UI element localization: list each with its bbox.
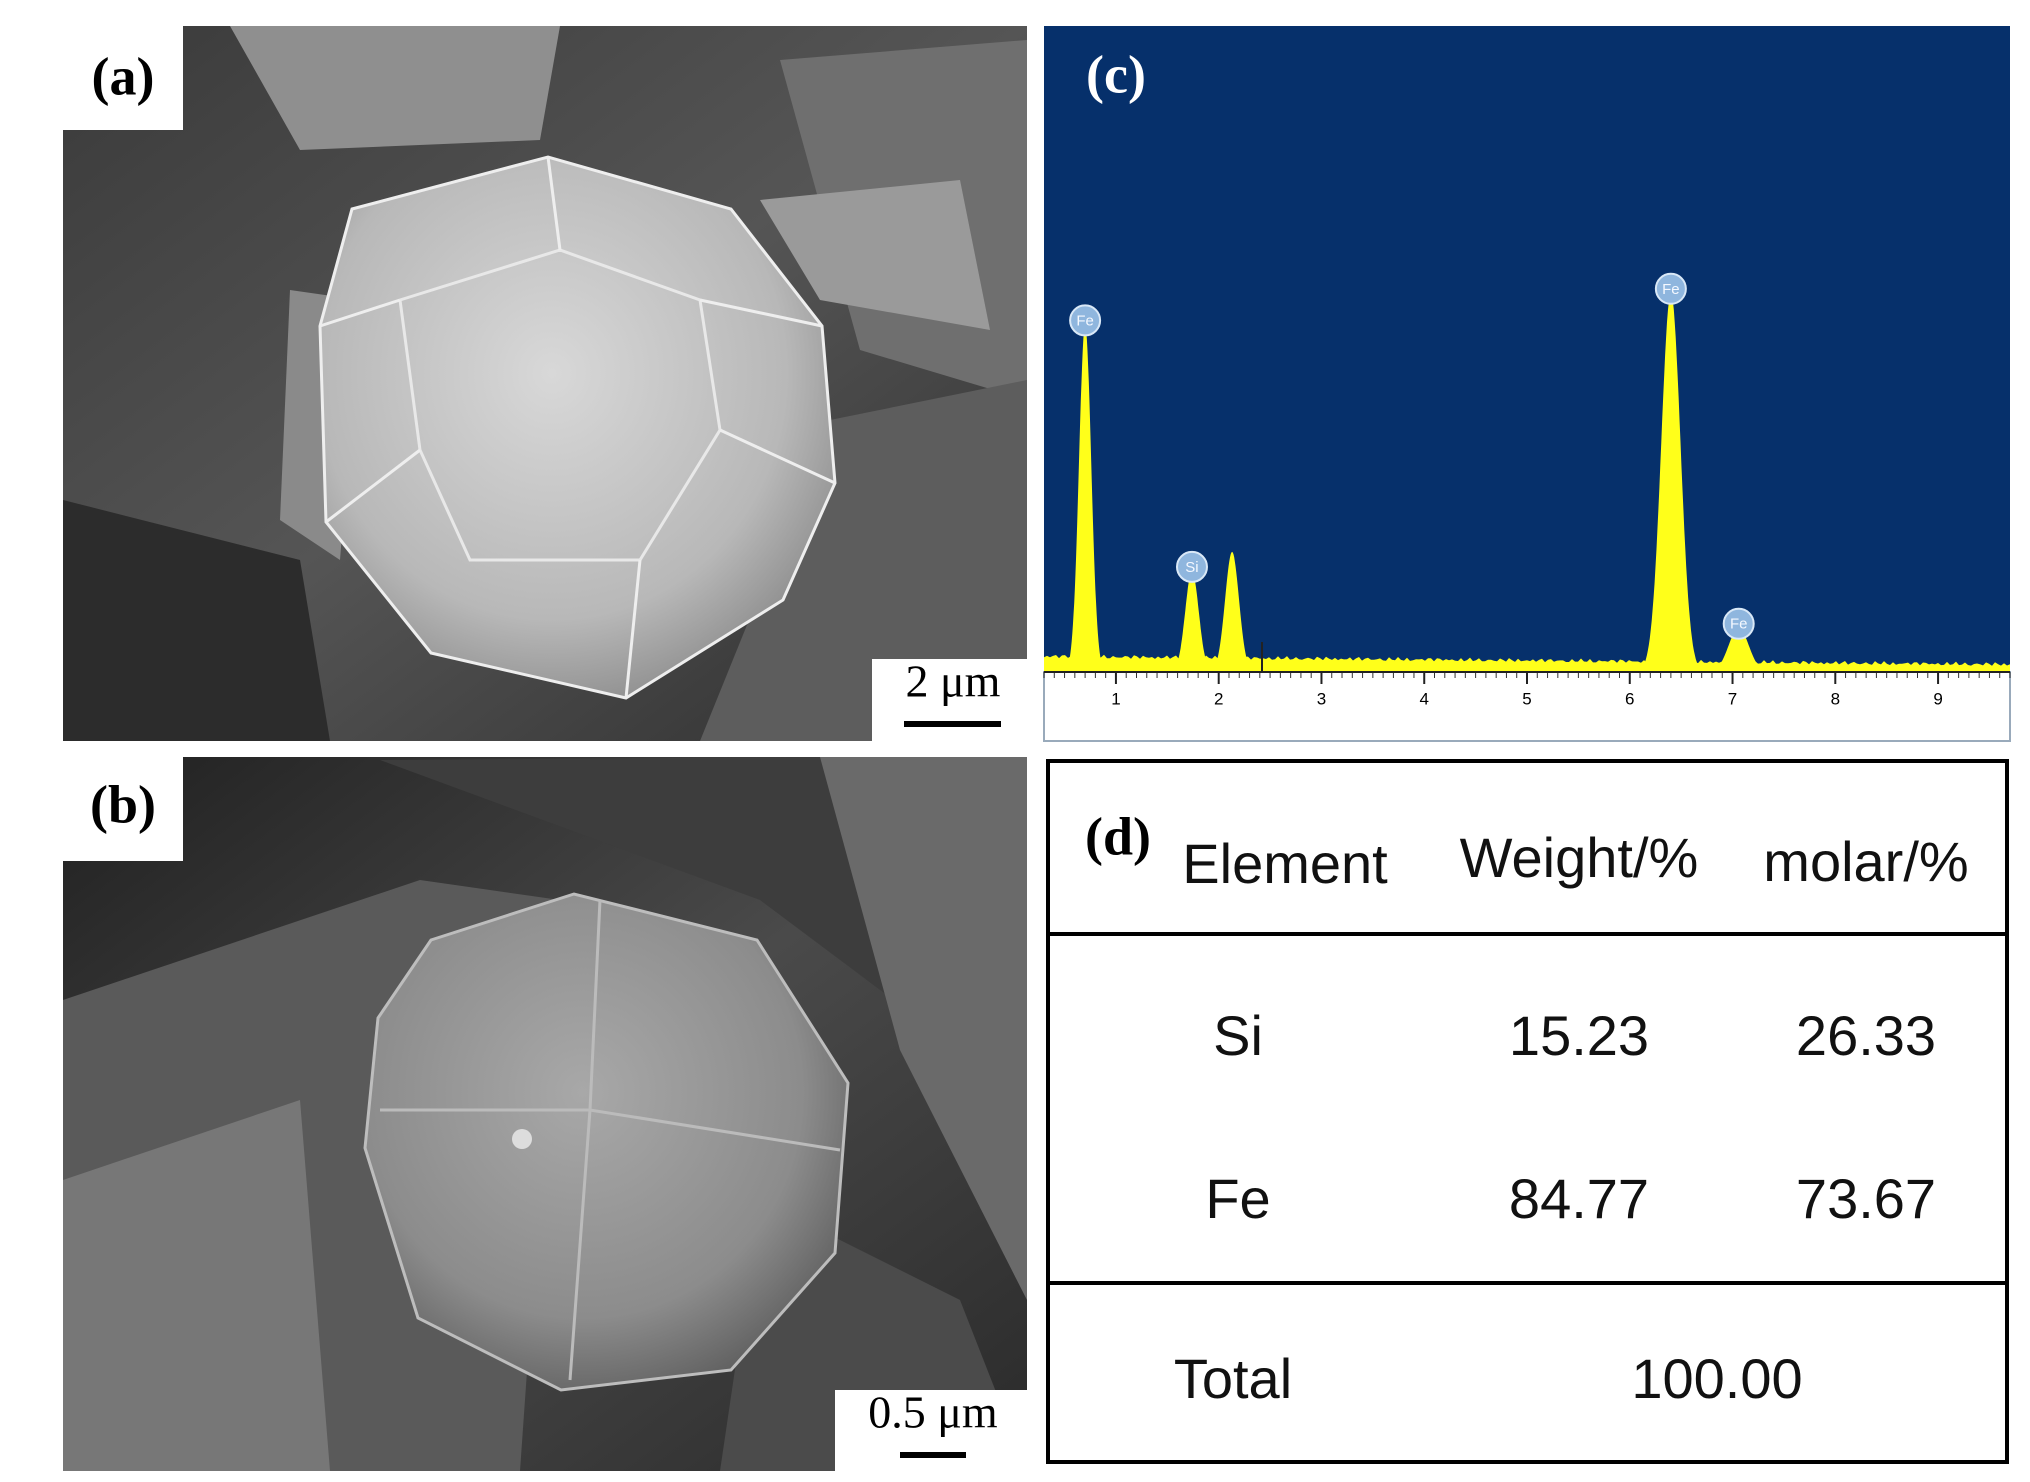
peak xyxy=(1632,292,1710,672)
x-tick-label: 7 xyxy=(1728,689,1737,708)
cell: 73.67 xyxy=(1796,1167,1936,1230)
spectrum-background xyxy=(1044,654,2010,672)
column-header: molar/% xyxy=(1763,830,1968,893)
spectrum: Fe Si Fe Fe 1 2 3 4 5 6 7 8 9 (c) xyxy=(1043,26,2011,742)
peak-label: Fe xyxy=(1076,312,1094,329)
x-tick-label: 2 xyxy=(1214,689,1223,708)
panel-label: (c) xyxy=(1086,44,1146,104)
peak xyxy=(1204,551,1260,672)
cell: 84.77 xyxy=(1509,1167,1649,1230)
peak-label: Fe xyxy=(1730,616,1748,633)
panel-label: (a) xyxy=(92,46,155,106)
column-header: Element xyxy=(1182,832,1388,895)
table: (d) Element Weight/% molar/% Si 15.23 26… xyxy=(1046,759,2009,1464)
x-tick-label: 1 xyxy=(1111,689,1120,708)
cell: Total xyxy=(1174,1347,1292,1410)
panel-label: (b) xyxy=(90,774,156,834)
peak-label-badge xyxy=(1722,607,1755,640)
x-tick-label: 9 xyxy=(1933,689,1942,708)
cell: 15.23 xyxy=(1509,1004,1649,1067)
x-tick-label: 4 xyxy=(1419,689,1428,708)
cell: 26.33 xyxy=(1796,1004,1936,1067)
x-tick-label: 3 xyxy=(1317,689,1326,708)
cell: Fe xyxy=(1205,1167,1270,1230)
sem-image-a xyxy=(63,26,1027,741)
peak-label-badge xyxy=(1069,304,1102,337)
scale-bar-label: 2 μm xyxy=(906,656,1001,707)
peak-label: Si xyxy=(1185,559,1198,576)
peak-label-badge xyxy=(1175,550,1208,583)
x-tick-label: 6 xyxy=(1625,689,1634,708)
peak xyxy=(1165,570,1219,672)
column-header: Weight/% xyxy=(1460,826,1699,889)
sem-image-b xyxy=(63,757,1027,1471)
x-tick-label: 5 xyxy=(1522,689,1531,708)
x-tick-label: 8 xyxy=(1831,689,1840,708)
cell: 100.00 xyxy=(1631,1347,1802,1410)
peak-label-badge xyxy=(1654,272,1687,305)
peak xyxy=(1698,627,1779,672)
peak-label: Fe xyxy=(1662,281,1680,298)
panel-label: (d) xyxy=(1085,806,1151,866)
scale-bar-label: 0.5 μm xyxy=(868,1387,998,1438)
cell: Si xyxy=(1213,1004,1263,1067)
peak xyxy=(1060,324,1110,672)
